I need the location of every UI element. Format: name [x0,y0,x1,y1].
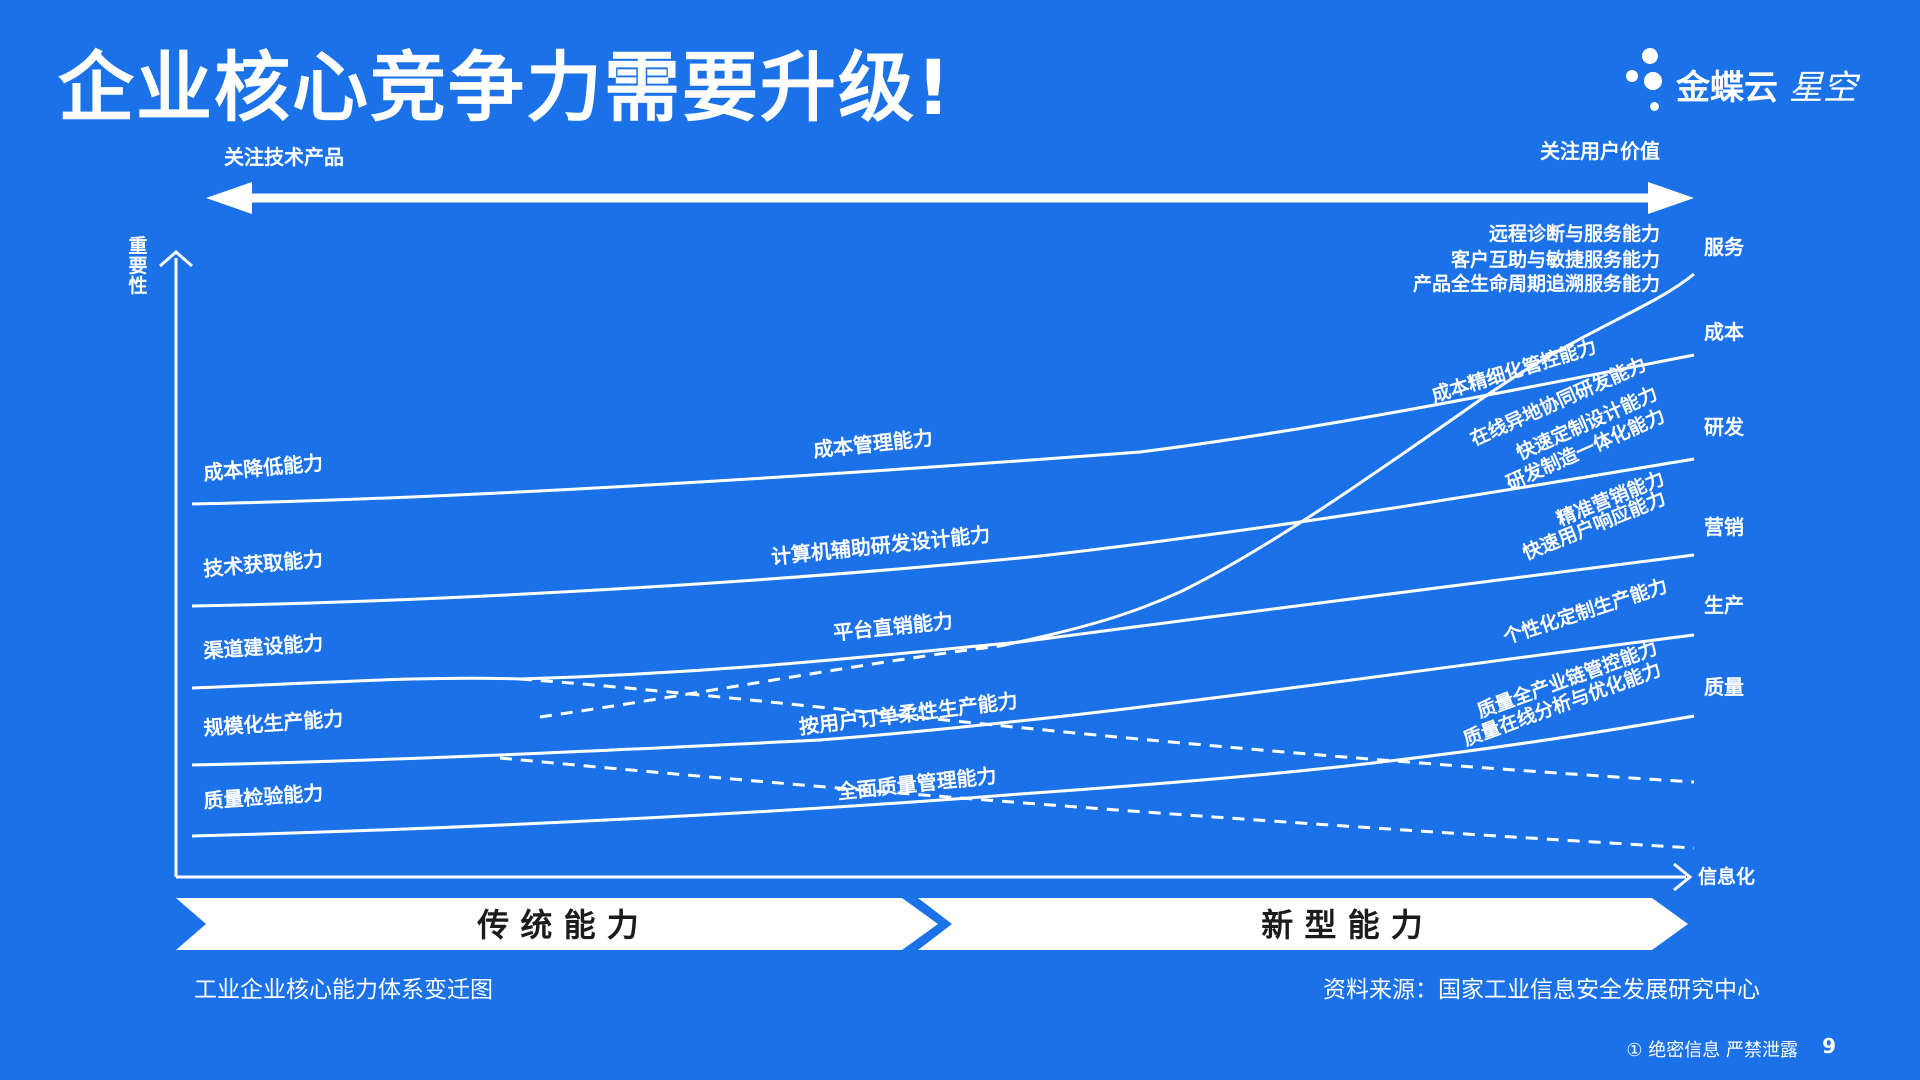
category-labels: 服务 成本 研发 营销 生产 质量 [1704,235,1745,699]
category-service: 服务 [1704,235,1745,259]
scale-decline-dashed [499,756,1695,850]
confidential-notice: ① 绝密信息 严禁泄露 [1626,1040,1798,1061]
marketing-curve [191,553,1695,690]
label-cost-reduction: 成本降低能力 [202,451,324,485]
top-right-label: 关注用户价值 [1540,139,1660,163]
bottom-banner: 传 统 能 力 新 型 能 力 [176,898,1688,950]
curves [191,272,1695,838]
logo-text: 金蝶云 星空 [1676,60,1857,109]
page-title: 企业核心竞争力需要升级! [58,43,953,132]
logo-dot-icon [1626,70,1638,82]
category-rnd: 研发 [1704,415,1745,439]
channel-decline-dashed [519,677,1695,784]
page-number: 9 [1822,1034,1836,1058]
logo-dot-icon [1642,48,1658,64]
axes [159,250,1693,892]
label-personalized-production: 个性化定制生产能力 [1499,574,1670,649]
source-note: 资料来源：国家工业信息安全发展研究中心 [1323,977,1760,1003]
x-axis-label: 信息化 [1698,865,1755,888]
label-lifecycle-tracing: 产品全生命周期追溯服务能力 [1413,272,1660,295]
logo-dot-icon [1644,72,1662,90]
service-curve [999,272,1695,648]
y-axis-label-2: 要 [128,255,147,277]
category-production: 生产 [1704,593,1744,617]
logo-brand: 金蝶云 [1676,68,1778,108]
label-remote-diagnosis: 远程诊断与服务能力 [1489,222,1660,245]
quality-curve [191,714,1695,838]
label-platform-direct-sales: 平台直销能力 [832,609,954,645]
rnd-curve [191,457,1695,608]
new-banner-label: 新 型 能 力 [1261,906,1422,944]
declining-lines [499,644,1695,850]
diagram-caption: 工业企业核心能力体系变迁图 [194,977,493,1003]
middle-labels: 成本管理能力 计算机辅助研发设计能力 平台直销能力 按用户订单柔性生产能力 全面… [770,426,1019,805]
logo-product: 星空 [1788,68,1857,108]
label-cad-capability: 计算机辅助研发设计能力 [770,522,991,569]
label-tech-acquisition: 技术获取能力 [202,547,324,581]
category-quality: 质量 [1704,675,1744,699]
traditional-banner-label: 传 统 能 力 [476,906,638,944]
new-labels: 远程诊断与服务能力 客户互助与敏捷服务能力 产品全生命周期追溯服务能力 成本精细… [1413,222,1670,751]
production-curve [191,633,1695,767]
logo-dot-icon [1650,102,1659,111]
new-chevron [918,898,1688,950]
label-cost-management: 成本管理能力 [812,426,934,462]
top-left-label: 关注技术产品 [224,145,344,169]
top-double-arrow [206,182,1694,214]
label-agile-service: 客户互助与敏捷服务能力 [1451,248,1660,271]
category-marketing: 营销 [1704,515,1744,539]
label-channel-building: 渠道建设能力 [203,631,324,663]
brand-logo: 金蝶云 星空 [1622,44,1862,120]
traditional-labels: 成本降低能力 技术获取能力 渠道建设能力 规模化生产能力 质量检验能力 [202,451,344,813]
category-cost: 成本 [1704,320,1744,344]
platform-rise-dashed [539,644,1001,719]
y-axis-label-3: 性 [128,274,147,297]
label-mass-production: 规模化生产能力 [203,706,344,740]
cost-curve [191,353,1695,506]
y-axis-label-1: 重 [128,235,147,257]
label-quality-inspection: 质量检验能力 [203,781,324,813]
traditional-chevron [176,898,938,950]
